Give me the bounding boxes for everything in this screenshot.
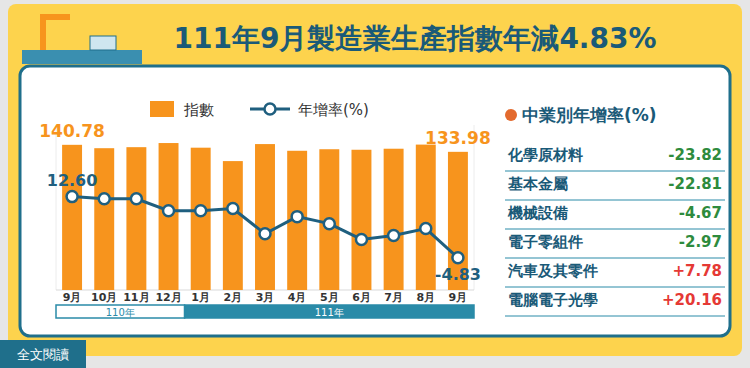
screen <box>90 36 116 50</box>
bar <box>94 148 114 290</box>
y-axis-line <box>56 125 57 290</box>
panel-item-value: +20.16 <box>662 291 722 309</box>
bar <box>223 161 243 290</box>
panel-separator <box>505 229 725 230</box>
panel-icon <box>505 109 517 121</box>
panel-item-name: 化學原材料 <box>507 146 583 164</box>
bar <box>62 145 82 290</box>
point <box>420 223 431 234</box>
data-label: 12.60 <box>47 171 98 190</box>
point <box>195 205 206 216</box>
data-label: 140.78 <box>39 121 105 141</box>
labels: 140.78 133.98 12.60 -4.83 <box>39 121 490 284</box>
legend-label: 年增率(%) <box>298 101 369 119</box>
x-tick-label: 5月 <box>320 291 339 304</box>
panel-item-value: -22.81 <box>668 175 722 193</box>
inner-panel <box>20 66 730 336</box>
robot-arm <box>40 18 46 50</box>
x-tick-label: 9月 <box>449 291 468 304</box>
x-group-label: 110年 <box>106 307 135 318</box>
x-tick-label: 1月 <box>191 291 210 304</box>
point <box>99 193 110 204</box>
panel-title: 中業別年增率(%) <box>522 105 657 125</box>
point <box>131 193 142 204</box>
panel-separator <box>505 287 725 288</box>
legend-label: 指數 <box>183 101 214 119</box>
page-bg <box>0 0 750 368</box>
line <box>72 197 458 258</box>
data-label: -4.83 <box>435 265 481 284</box>
bar <box>416 145 436 290</box>
x-group-box <box>56 305 185 318</box>
x-tick-label: 7月 <box>384 291 403 304</box>
panel-item-value: -4.67 <box>679 204 722 222</box>
panel-separator <box>505 258 725 259</box>
conveyor <box>22 50 142 64</box>
panel-item-value: +7.78 <box>672 262 722 280</box>
panel-item-name: 機械設備 <box>507 204 568 222</box>
x-tick-label: 2月 <box>224 291 243 304</box>
x-tick-label: 10月 <box>91 291 117 304</box>
bar <box>351 150 371 290</box>
bar <box>255 144 275 290</box>
point <box>67 191 78 202</box>
x-tick-label: 12月 <box>155 291 181 304</box>
x-group-box <box>185 305 474 318</box>
point <box>356 234 367 245</box>
panel-item-name: 電子零組件 <box>508 233 583 251</box>
panel-item-name: 汽車及其零件 <box>507 262 598 280</box>
point <box>388 230 399 241</box>
x-tick-label: 6月 <box>352 291 371 304</box>
title: 111年9月製造業生產指數年減4.83% <box>173 22 656 55</box>
yellow-frame <box>8 4 742 356</box>
point <box>324 218 335 229</box>
legend-swatch <box>150 101 174 117</box>
x-tick-label: 11月 <box>123 291 149 304</box>
x-tick-label: 9月 <box>63 291 82 304</box>
x-group-label: 111年 <box>315 307 344 318</box>
panel-separator <box>505 316 725 317</box>
point <box>163 205 174 216</box>
bar <box>159 143 179 290</box>
footer-bg <box>0 340 86 368</box>
data-label: 133.98 <box>425 128 491 148</box>
legend-swatch <box>265 104 276 115</box>
x-tick-label: 3月 <box>256 291 275 304</box>
x-tick-label: 4月 <box>288 291 307 304</box>
bar <box>126 147 146 290</box>
bar <box>384 149 404 290</box>
panel-item-value: -23.82 <box>668 146 722 164</box>
marks <box>62 143 468 290</box>
panel-separator <box>505 171 725 172</box>
chart-root: 111年9月製造業生產指數年減4.83% 140.78 133.98 12.60 -4.… <box>0 0 750 368</box>
x-tick-label: 8月 <box>416 291 435 304</box>
footer-link[interactable]: 全文閱讀 <box>17 347 69 362</box>
bar <box>191 148 211 290</box>
panel-item-name: 電腦電子光學 <box>508 291 598 309</box>
panel-item-name: 基本金屬 <box>507 175 568 193</box>
point <box>292 211 303 222</box>
panel-separator <box>505 200 725 201</box>
bar <box>319 149 339 290</box>
point <box>260 228 271 239</box>
robot-arm <box>40 14 70 20</box>
point <box>227 203 238 214</box>
decoration <box>22 14 142 64</box>
point <box>452 252 463 263</box>
panel-item-value: -2.97 <box>679 233 722 251</box>
